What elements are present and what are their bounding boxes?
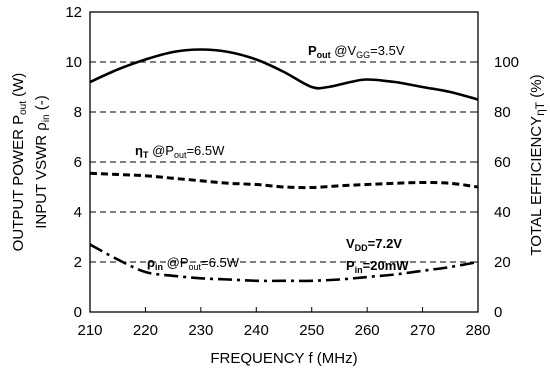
annotation-pout: Pout @VGG=3.5V (308, 43, 405, 60)
series-line-1 (89, 48, 479, 101)
y-right-tick-label: 80 (494, 104, 511, 121)
grid (90, 61, 478, 263)
y-left-tick-label: 6 (74, 154, 82, 171)
x-tick-label: 280 (465, 322, 490, 339)
x-tick-label: 220 (133, 322, 158, 339)
x-tick-label: 270 (410, 322, 435, 339)
y-left-axis-label: OUTPUT POWER Pout (W) (10, 73, 29, 252)
x-tick-label: 250 (299, 322, 324, 339)
x-tick-label: 230 (188, 322, 213, 339)
annotation-rho: ρin @Pout=6.5W (147, 255, 240, 272)
y-left-tick-label: 10 (65, 54, 82, 71)
y-right-tick-label: 100 (494, 54, 519, 71)
y-right-tick-label: 20 (494, 254, 511, 271)
annotation-eta: ηT @Pout=6.5W (135, 143, 225, 160)
annotation-pin: Pin=20mW (346, 258, 409, 275)
series-line-3 (89, 243, 479, 283)
y-right-axis-label: TOTAL EFFICIENCYηT (%) (528, 74, 547, 255)
y-right-tick-label: 0 (494, 304, 502, 321)
y-right-tick-label: 60 (494, 154, 511, 171)
y-left-tick-label: 8 (74, 104, 82, 121)
x-tick-label: 240 (244, 322, 269, 339)
x-axis-label: FREQUENCY f (MHz) (210, 350, 357, 367)
y-left-tick-label: 12 (65, 4, 82, 21)
y-right-tick-label: 40 (494, 204, 511, 221)
y-left-tick-label: 2 (74, 254, 82, 271)
y-left-tick-label: 4 (74, 204, 82, 221)
ticks: 210 220 230 240 250 260 270 2800246810120204060… (65, 4, 519, 339)
x-tick-label: 210 (77, 322, 102, 339)
y-left-axis-label-2: INPUT VSWR ρin (-) (33, 95, 52, 229)
series-group (89, 48, 479, 283)
y-left-tick-label: 0 (74, 304, 82, 321)
series-line-2 (89, 171, 479, 190)
x-tick-label: 260 (355, 322, 380, 339)
annotation-vdd: VDD=7.2V (346, 236, 402, 253)
